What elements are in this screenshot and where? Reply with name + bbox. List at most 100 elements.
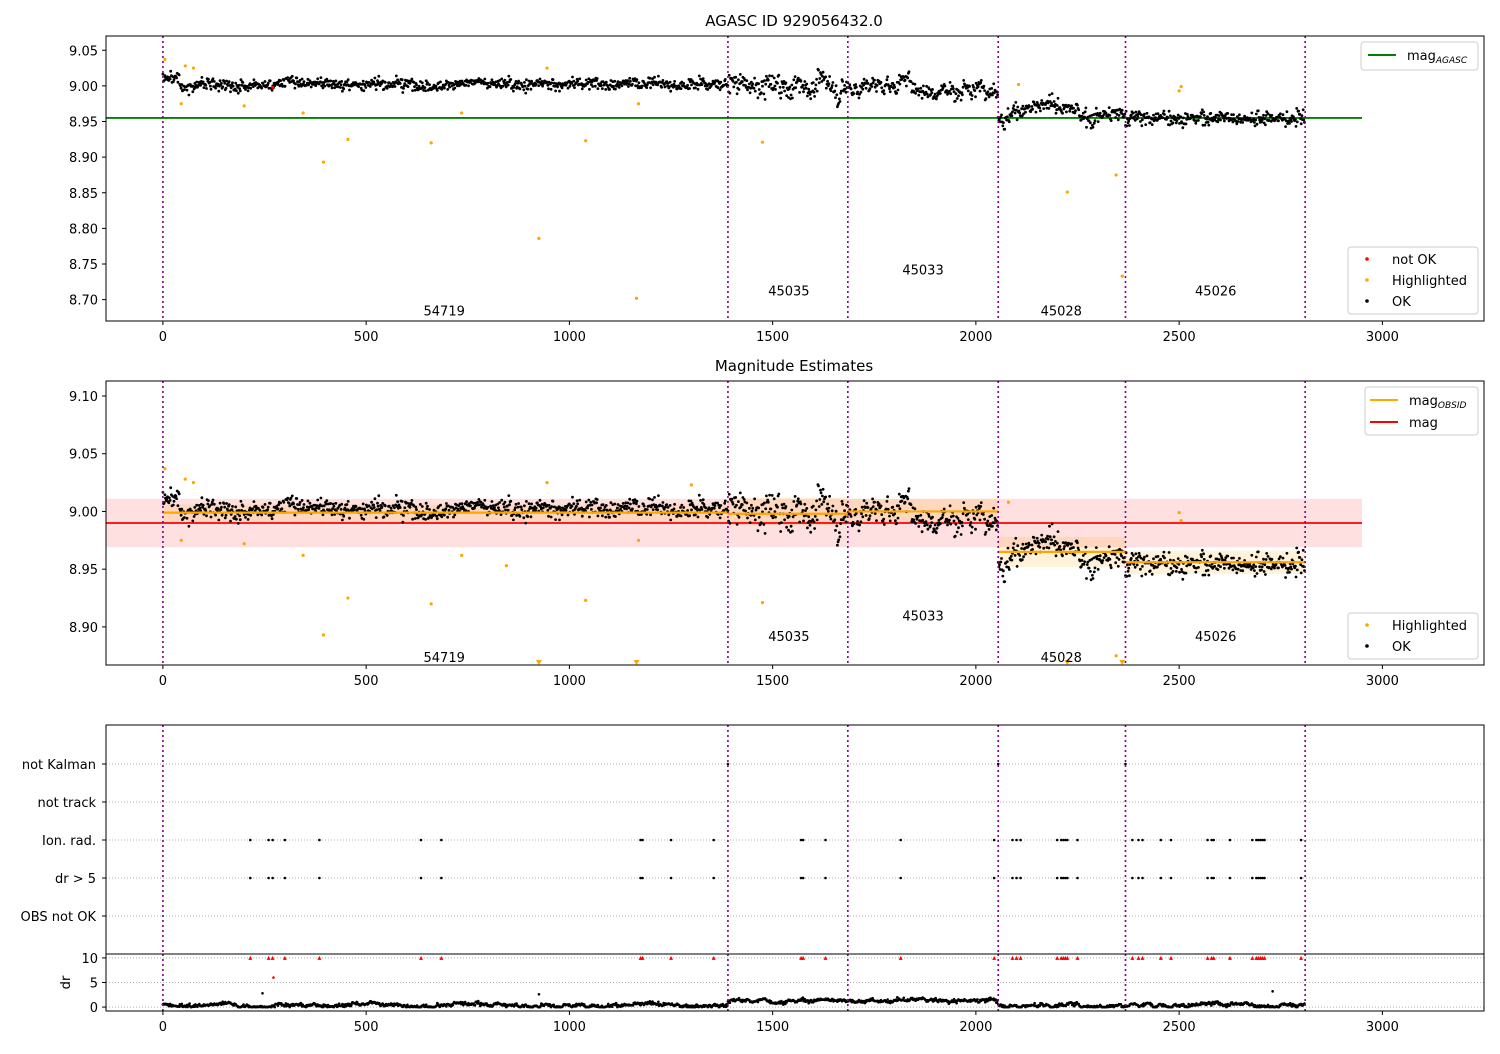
- ok-point: [436, 89, 439, 92]
- ok-point: [605, 81, 608, 84]
- ok-point: [1012, 547, 1015, 550]
- ok-point: [899, 83, 902, 86]
- ok-point: [622, 502, 625, 505]
- ok-point: [762, 523, 765, 526]
- ok-point: [530, 515, 533, 518]
- ok-point: [861, 88, 864, 91]
- ok-point: [390, 507, 393, 510]
- ok-point: [597, 87, 600, 90]
- ok-point: [925, 520, 928, 523]
- ok-point: [850, 88, 853, 91]
- ok-point: [973, 518, 976, 521]
- ok-point: [1010, 555, 1013, 558]
- ok-point: [868, 517, 871, 520]
- ok-point: [1163, 113, 1166, 116]
- ok-point: [1201, 549, 1204, 552]
- ok-point: [576, 80, 579, 83]
- ok-point: [426, 507, 429, 510]
- ok-point: [512, 90, 515, 93]
- ok-point: [758, 516, 761, 519]
- highlighted-point: [545, 481, 548, 484]
- ok-point: [523, 81, 526, 84]
- ok-point: [631, 508, 634, 511]
- ok-point: [286, 497, 289, 500]
- ok-point: [204, 84, 207, 87]
- highlighted-point: [1066, 190, 1069, 193]
- ok-point: [1232, 557, 1235, 560]
- flag-point: [1160, 839, 1163, 842]
- ok-point: [767, 501, 770, 504]
- ok-point: [1095, 107, 1098, 110]
- ok-point: [1021, 558, 1024, 561]
- ok-point: [960, 99, 963, 102]
- ok-point: [1108, 545, 1111, 548]
- ok-point: [264, 503, 267, 506]
- x-tick-label: 1500: [756, 330, 789, 345]
- ok-point: [719, 504, 722, 507]
- highlighted-point: [302, 111, 305, 114]
- ok-point: [1179, 116, 1182, 119]
- ok-point: [835, 510, 838, 513]
- ok-point: [1117, 118, 1120, 121]
- flag-point: [1137, 877, 1140, 880]
- ok-point: [234, 506, 237, 509]
- ok-point: [539, 78, 542, 81]
- ok-point: [626, 79, 629, 82]
- ok-point: [714, 504, 717, 507]
- ok-point: [889, 520, 892, 523]
- ok-point: [165, 498, 168, 501]
- ok-point: [177, 81, 180, 84]
- ok-point: [1101, 559, 1104, 562]
- ok-point: [781, 507, 784, 510]
- ok-point: [818, 81, 821, 84]
- ok-point: [375, 516, 378, 519]
- ok-point: [673, 80, 676, 83]
- ok-point: [295, 77, 298, 80]
- ok-point: [980, 501, 983, 504]
- ok-point: [809, 531, 812, 534]
- ok-point: [751, 507, 754, 510]
- ok-point: [875, 519, 878, 522]
- ok-point: [973, 89, 976, 92]
- ok-point: [957, 517, 960, 520]
- obsid-label: 54719: [424, 304, 465, 319]
- ok-point: [588, 516, 591, 519]
- ok-point: [874, 512, 877, 515]
- flag-point: [1212, 839, 1215, 842]
- ok-point: [443, 87, 446, 90]
- ok-point: [830, 518, 833, 521]
- ok-point: [628, 507, 631, 510]
- ok-point: [1040, 99, 1043, 102]
- highlighted-point: [460, 111, 463, 114]
- ok-point: [303, 503, 306, 506]
- ok-point: [858, 97, 861, 100]
- ok-point: [1089, 121, 1092, 124]
- ok-point: [930, 521, 933, 524]
- x-tick-label: 1000: [553, 330, 586, 345]
- ok-point: [232, 85, 235, 88]
- x-tick-label: 0: [159, 330, 167, 345]
- ok-point: [1213, 565, 1216, 568]
- ok-point: [732, 86, 735, 89]
- ok-point: [680, 504, 683, 507]
- ok-point: [970, 98, 973, 101]
- ok-point: [686, 84, 689, 87]
- ok-point: [340, 508, 343, 511]
- ok-point: [1085, 126, 1088, 129]
- ok-point: [508, 503, 511, 506]
- ok-point: [967, 518, 970, 521]
- ok-point: [1264, 123, 1267, 126]
- ok-point: [961, 525, 964, 528]
- y-tick-label: 8.90: [69, 621, 98, 636]
- ok-point: [788, 86, 791, 89]
- ok-point: [507, 494, 510, 497]
- ok-point: [631, 83, 634, 86]
- ok-point: [599, 507, 602, 510]
- ok-point: [309, 502, 312, 505]
- ok-point: [193, 515, 196, 518]
- obsid-label: 45033: [902, 264, 943, 279]
- ok-point: [421, 505, 424, 508]
- ok-point: [1109, 564, 1112, 567]
- ok-point: [1129, 563, 1132, 566]
- flag-point: [271, 839, 274, 842]
